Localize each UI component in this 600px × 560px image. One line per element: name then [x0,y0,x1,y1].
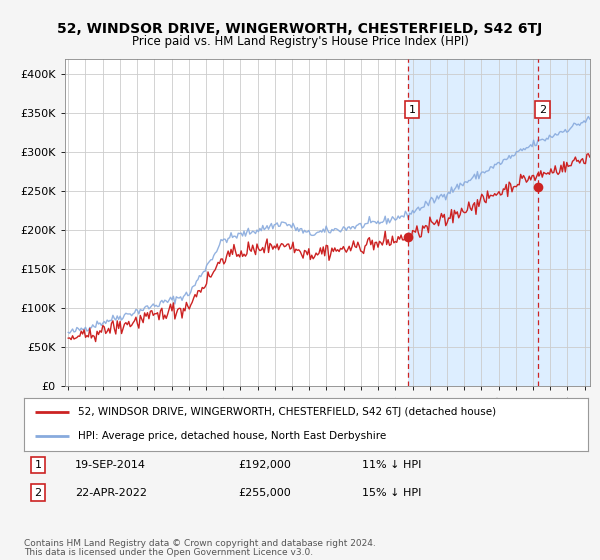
Text: 52, WINDSOR DRIVE, WINGERWORTH, CHESTERFIELD, S42 6TJ (detached house): 52, WINDSOR DRIVE, WINGERWORTH, CHESTERF… [77,407,496,417]
Text: 11% ↓ HPI: 11% ↓ HPI [362,460,422,470]
Text: 2: 2 [35,488,41,498]
Text: 22-APR-2022: 22-APR-2022 [75,488,147,498]
Bar [407,59,600,386]
Text: 1: 1 [409,105,415,115]
Text: £192,000: £192,000 [238,460,291,470]
Text: Contains HM Land Registry data © Crown copyright and database right 2024.: Contains HM Land Registry data © Crown c… [24,539,376,548]
Text: Price paid vs. HM Land Registry's House Price Index (HPI): Price paid vs. HM Land Registry's House … [131,35,469,48]
Text: 52, WINDSOR DRIVE, WINGERWORTH, CHESTERFIELD, S42 6TJ: 52, WINDSOR DRIVE, WINGERWORTH, CHESTERF… [58,22,542,36]
Text: £255,000: £255,000 [238,488,291,498]
Text: 19-SEP-2014: 19-SEP-2014 [75,460,146,470]
Text: 15% ↓ HPI: 15% ↓ HPI [362,488,422,498]
Text: 2: 2 [539,105,546,115]
Text: HPI: Average price, detached house, North East Derbyshire: HPI: Average price, detached house, Nort… [77,431,386,441]
Text: This data is licensed under the Open Government Licence v3.0.: This data is licensed under the Open Gov… [24,548,313,557]
Text: 1: 1 [35,460,41,470]
